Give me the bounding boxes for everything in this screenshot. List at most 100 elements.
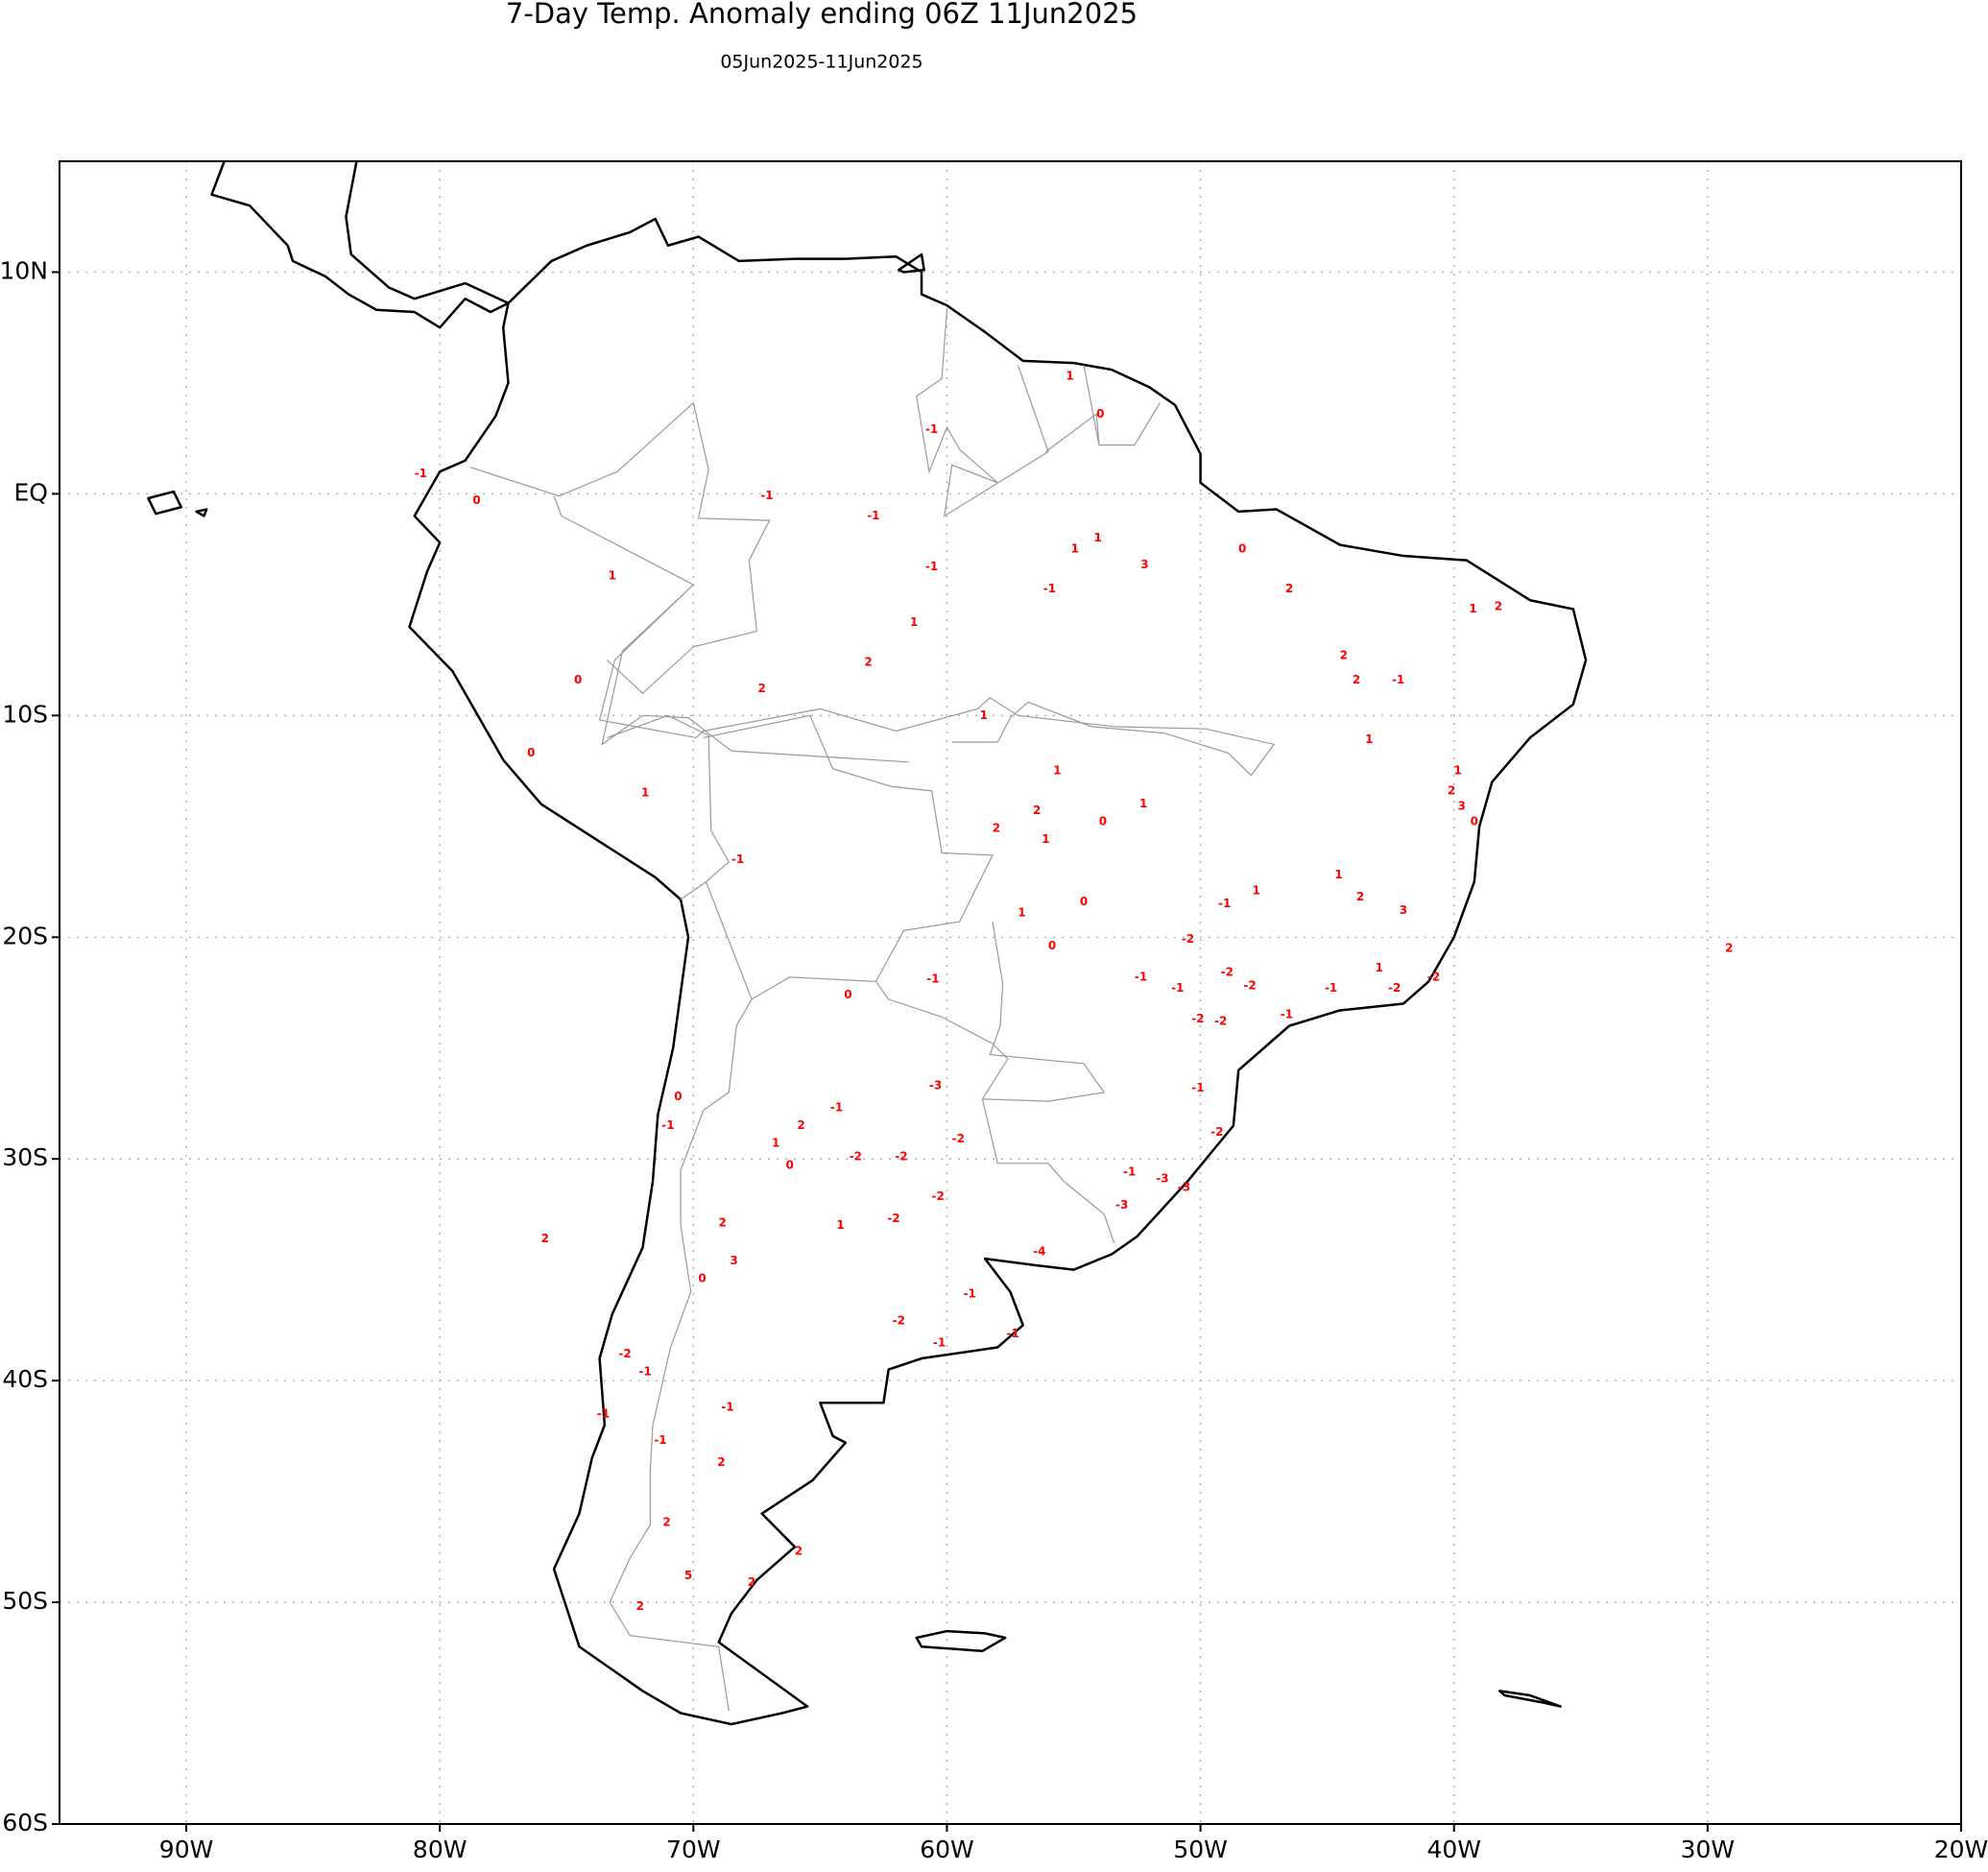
south-georgia <box>1499 1691 1560 1706</box>
station-value: -2 <box>1427 970 1440 983</box>
station-value: 2 <box>864 655 872 668</box>
station-value: 2 <box>541 1232 549 1245</box>
station-value: 1 <box>1042 832 1049 846</box>
station-value: 0 <box>1471 815 1478 828</box>
station-value: -2 <box>1243 979 1256 993</box>
station-value: 1 <box>1365 732 1373 746</box>
station-value: 0 <box>1238 542 1246 556</box>
x-tick-label: 80W <box>413 1836 467 1863</box>
x-tick-label: 30W <box>1681 1836 1736 1863</box>
station-value: 0 <box>698 1271 706 1284</box>
station-value: -2 <box>1182 932 1194 946</box>
station-value: -1 <box>964 1287 976 1301</box>
x-tick-label: 90W <box>159 1836 214 1863</box>
station-value: 5 <box>684 1569 692 1582</box>
station-value: -1 <box>1218 897 1231 910</box>
station-value: -2 <box>1221 966 1234 979</box>
station-value: 1 <box>772 1137 779 1150</box>
trinidad <box>898 254 923 272</box>
station-value: -1 <box>661 1118 674 1132</box>
station-value: -3 <box>929 1078 942 1092</box>
station-value: 2 <box>1448 783 1455 797</box>
station-value: -2 <box>895 1149 907 1163</box>
station-value: 2 <box>1353 673 1360 686</box>
station-value: 0 <box>527 746 535 759</box>
station-value: 2 <box>748 1575 755 1589</box>
subtitle: 05Jun2025-11Jun2025 <box>720 52 922 73</box>
station-value: 3 <box>730 1254 737 1267</box>
station-value: 2 <box>795 1544 802 1557</box>
station-value: 1 <box>1376 961 1383 974</box>
station-value: 3 <box>1457 800 1465 813</box>
station-value: 1 <box>910 615 918 629</box>
y-tick-label: 20S <box>2 922 48 949</box>
station-value: 0 <box>844 988 851 1001</box>
map-frame <box>59 160 1962 1825</box>
station-value: 1 <box>1469 602 1476 615</box>
station-value: 2 <box>1285 582 1293 595</box>
station-value: 2 <box>636 1599 644 1613</box>
station-value: 0 <box>786 1159 794 1172</box>
station-value: -1 <box>638 1364 651 1378</box>
station-value: 1 <box>1066 370 1073 383</box>
station-value: -2 <box>618 1347 631 1360</box>
station-value: -2 <box>952 1132 965 1145</box>
station-value: -1 <box>760 489 773 502</box>
station-value: -1 <box>731 852 744 866</box>
x-tick-label: 20W <box>1934 1836 1988 1863</box>
station-value: 1 <box>1454 764 1462 778</box>
station-value: -2 <box>1388 981 1401 995</box>
axis-labels: 90W 80W 70W 60W 50W 40W 30W 20W 10N EQ 10S 20S 30S 40… <box>0 256 1988 1863</box>
y-tick-label: 40S <box>2 1365 48 1393</box>
station-value: 2 <box>1356 890 1364 903</box>
station-value: 2 <box>1495 600 1502 613</box>
station-value: -1 <box>1006 1327 1018 1340</box>
station-value: -1 <box>1135 970 1147 983</box>
station-value: 0 <box>1099 815 1107 828</box>
station-value: -1 <box>830 1101 843 1115</box>
station-value: 2 <box>993 822 1000 835</box>
station-value: -2 <box>1210 1125 1223 1139</box>
station-value: 3 <box>1400 903 1407 917</box>
station-value: 2 <box>717 1455 725 1469</box>
y-tick-label: 10S <box>2 700 48 728</box>
station-value: 1 <box>609 568 616 582</box>
station-value: 0 <box>674 1090 682 1103</box>
galapagos <box>148 492 206 516</box>
station-value: 0 <box>1048 939 1056 952</box>
station-value: -1 <box>597 1406 610 1420</box>
station-value: -1 <box>925 422 938 436</box>
station-value: -2 <box>850 1149 862 1163</box>
station-value: 1 <box>980 708 988 722</box>
borders <box>470 310 1274 1711</box>
title: 7-Day Temp. Anomaly ending 06Z 11Jun2025 <box>506 0 1138 30</box>
station-value: -3 <box>1178 1181 1190 1194</box>
station-value: -1 <box>867 509 879 522</box>
station-value: -1 <box>926 972 939 986</box>
y-tick-label: 30S <box>2 1143 48 1171</box>
station-value: -1 <box>933 1335 946 1349</box>
station-value: 1 <box>1139 797 1147 810</box>
station-value: -2 <box>893 1313 905 1327</box>
station-value: -1 <box>1171 981 1184 995</box>
station-value: 2 <box>662 1515 670 1528</box>
y-tick-label: 50S <box>2 1587 48 1615</box>
station-value: -1 <box>1123 1165 1136 1179</box>
station-value: 1 <box>1093 531 1101 544</box>
station-value: -1 <box>721 1400 733 1413</box>
grid <box>60 161 1962 1825</box>
station-value: 1 <box>1053 764 1061 778</box>
station-value: -1 <box>1043 582 1056 595</box>
station-value: 1 <box>1071 542 1079 556</box>
station-value: -1 <box>1281 1008 1293 1021</box>
central-america-coast <box>211 139 508 327</box>
station-value: 2 <box>1340 648 1348 661</box>
y-tick-label: 60S <box>2 1809 48 1836</box>
station-value: -4 <box>1033 1245 1045 1259</box>
station-value: -2 <box>932 1189 945 1203</box>
station-value: -2 <box>1191 1012 1204 1025</box>
x-tick-label: 40W <box>1426 1836 1481 1863</box>
y-tick-label: 10N <box>0 256 48 284</box>
coastlines <box>148 139 1586 1724</box>
